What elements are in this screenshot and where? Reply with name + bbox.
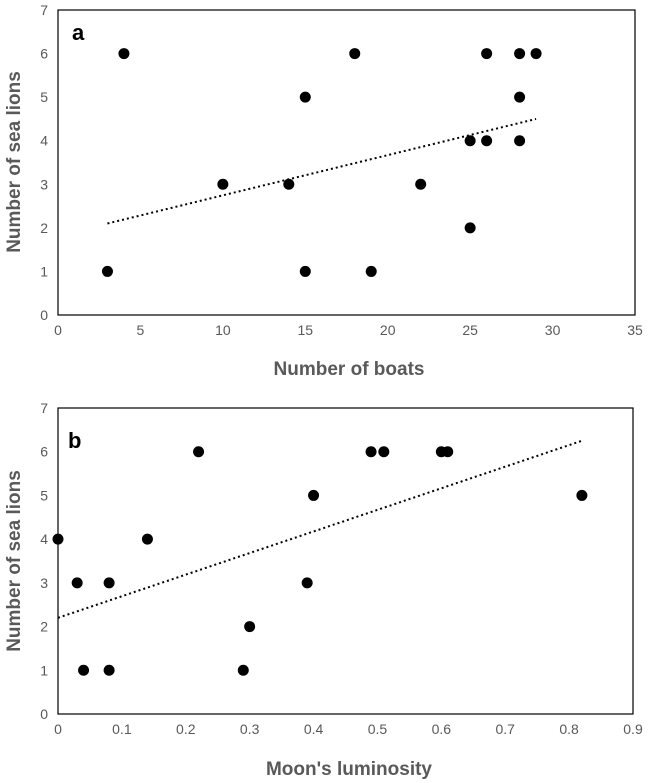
data-point bbox=[237, 664, 249, 676]
data-points bbox=[101, 48, 542, 277]
data-point bbox=[349, 48, 361, 60]
data-point bbox=[52, 533, 64, 545]
y-tick-label: 6 bbox=[40, 46, 48, 62]
y-tick-label: 3 bbox=[40, 575, 48, 591]
data-point bbox=[71, 577, 83, 589]
data-point bbox=[464, 222, 476, 234]
trendline bbox=[57, 439, 583, 619]
x-tick-label: 0.9 bbox=[623, 721, 643, 737]
data-point bbox=[308, 489, 320, 501]
x-tick-label: 0.5 bbox=[368, 721, 388, 737]
y-tick-label: 2 bbox=[40, 619, 48, 635]
data-point bbox=[103, 664, 115, 676]
panel-a: 0 5 10 15 20 25 30 35 0 1 2 3 4 5 6 7 a Number of boats… bbox=[4, 2, 643, 380]
data-point bbox=[442, 446, 454, 458]
data-point bbox=[299, 265, 311, 277]
x-axis-title: Moon's luminosity bbox=[266, 759, 432, 780]
data-point bbox=[217, 178, 229, 190]
x-tick-label: 5 bbox=[137, 322, 145, 338]
x-tick-label: 10 bbox=[215, 322, 231, 338]
data-point bbox=[365, 446, 377, 458]
data-points bbox=[52, 446, 588, 676]
trendline bbox=[107, 117, 537, 225]
x-tick-label: 0.3 bbox=[240, 721, 260, 737]
data-point bbox=[193, 446, 205, 458]
y-tick-label: 6 bbox=[40, 444, 48, 460]
data-point bbox=[141, 533, 153, 545]
data-point bbox=[415, 178, 427, 190]
data-point bbox=[365, 265, 377, 277]
plot-area-frame bbox=[57, 407, 634, 715]
y-tick-label: 2 bbox=[40, 220, 48, 236]
y-tick-label: 0 bbox=[40, 307, 48, 323]
data-point bbox=[514, 48, 526, 60]
y-tick-label: 4 bbox=[40, 133, 48, 149]
y-tick-label: 4 bbox=[40, 531, 48, 547]
data-point bbox=[464, 135, 476, 147]
x-tick-label: 30 bbox=[545, 322, 561, 338]
tick-labels: 0 0.1 0.2 0.3 0.4 0.5 0.6 0.7 0.8 0.9 0 1 2 3 4 5 6 7 bbox=[40, 400, 643, 737]
y-tick-label: 7 bbox=[40, 400, 48, 416]
data-point bbox=[530, 48, 542, 60]
x-tick-label: 0 bbox=[54, 721, 62, 737]
tick-labels: 0 5 10 15 20 25 30 35 0 1 2 3 4 5 6 7 bbox=[40, 2, 643, 338]
x-tick-label: 0.6 bbox=[432, 721, 452, 737]
y-tick-label: 1 bbox=[40, 662, 48, 678]
x-tick-label: 0.1 bbox=[112, 721, 132, 737]
data-point bbox=[481, 48, 493, 60]
data-point bbox=[101, 265, 113, 277]
y-tick-label: 5 bbox=[40, 89, 48, 105]
y-axis-title: Number of sea lions bbox=[4, 470, 25, 652]
data-point bbox=[378, 446, 390, 458]
panel-letter: b bbox=[68, 428, 81, 453]
data-point bbox=[103, 577, 115, 589]
x-tick-label: 0 bbox=[54, 322, 62, 338]
y-axis-title: Number of sea lions bbox=[4, 71, 25, 253]
plot-area-frame bbox=[57, 9, 636, 316]
data-point bbox=[299, 91, 311, 103]
y-tick-label: 7 bbox=[40, 2, 48, 18]
panel-b: 0 0.1 0.2 0.3 0.4 0.5 0.6 0.7 0.8 0.9 0 1 2 3 4 5 6 7 b M… bbox=[4, 400, 643, 780]
x-tick-label: 0.8 bbox=[559, 721, 579, 737]
x-axis-title: Number of boats bbox=[274, 359, 425, 380]
x-tick-label: 15 bbox=[297, 322, 313, 338]
data-point bbox=[301, 577, 313, 589]
x-tick-label: 20 bbox=[380, 322, 396, 338]
y-tick-label: 1 bbox=[40, 263, 48, 279]
x-tick-label: 0.4 bbox=[304, 721, 324, 737]
x-tick-label: 0.2 bbox=[176, 721, 196, 737]
data-point bbox=[576, 489, 588, 501]
x-tick-label: 25 bbox=[462, 322, 478, 338]
data-point bbox=[283, 178, 295, 190]
data-point bbox=[78, 664, 90, 676]
y-tick-label: 3 bbox=[40, 176, 48, 192]
data-point bbox=[514, 135, 526, 147]
data-point bbox=[118, 48, 130, 60]
data-point bbox=[514, 91, 526, 103]
x-tick-label: 0.7 bbox=[495, 721, 515, 737]
data-point bbox=[481, 135, 493, 147]
panel-letter: a bbox=[72, 20, 85, 45]
y-tick-label: 5 bbox=[40, 487, 48, 503]
data-point bbox=[244, 621, 256, 633]
y-tick-label: 0 bbox=[40, 706, 48, 722]
x-tick-label: 35 bbox=[627, 322, 643, 338]
